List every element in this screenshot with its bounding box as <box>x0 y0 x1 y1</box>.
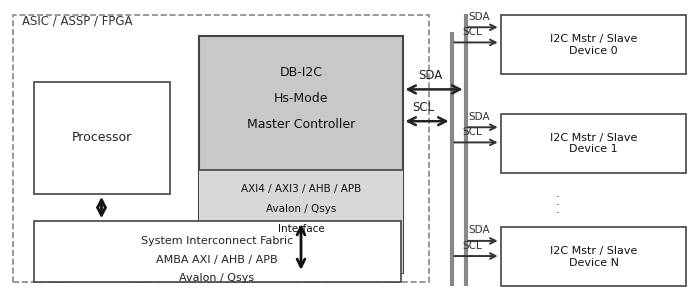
Text: SDA: SDA <box>419 69 442 82</box>
Text: SDA: SDA <box>469 12 490 22</box>
Text: I2C Mstr / Slave
Device 0: I2C Mstr / Slave Device 0 <box>550 34 637 56</box>
Text: .: . <box>556 195 560 208</box>
Text: SCL: SCL <box>412 101 435 114</box>
Text: I2C Mstr / Slave
Device N: I2C Mstr / Slave Device N <box>550 246 637 268</box>
Text: Hs-Mode: Hs-Mode <box>274 92 328 105</box>
Text: DB-I2C: DB-I2C <box>279 66 323 79</box>
Text: System Interconnect Fabric: System Interconnect Fabric <box>141 236 293 246</box>
Text: I2C Mstr / Slave
Device 1: I2C Mstr / Slave Device 1 <box>550 132 637 154</box>
Text: SCL: SCL <box>463 27 482 37</box>
Text: Avalon / Qsys: Avalon / Qsys <box>266 204 336 214</box>
Text: .: . <box>556 188 560 200</box>
Bar <box>199 36 402 273</box>
Text: SCL: SCL <box>463 241 482 251</box>
Text: SDA: SDA <box>469 225 490 235</box>
Bar <box>34 221 401 282</box>
Text: AMBA AXI / AHB / APB: AMBA AXI / AHB / APB <box>156 255 278 265</box>
Text: Master Controller: Master Controller <box>247 118 355 131</box>
Text: SCL: SCL <box>463 127 482 137</box>
Text: Processor: Processor <box>71 132 132 144</box>
Bar <box>13 15 429 282</box>
Text: AXI4 / AXI3 / AHB / APB: AXI4 / AXI3 / AHB / APB <box>241 184 361 195</box>
Text: ASIC / ASSP / FPGA: ASIC / ASSP / FPGA <box>22 14 133 27</box>
Text: Interface: Interface <box>278 224 324 234</box>
Bar <box>500 114 686 173</box>
Bar <box>500 15 686 74</box>
Bar <box>500 227 686 286</box>
Text: .: . <box>556 203 560 215</box>
Text: Avalon / Qsys: Avalon / Qsys <box>179 273 255 284</box>
Text: SDA: SDA <box>469 112 490 122</box>
Bar <box>199 170 402 273</box>
Bar <box>34 82 170 194</box>
